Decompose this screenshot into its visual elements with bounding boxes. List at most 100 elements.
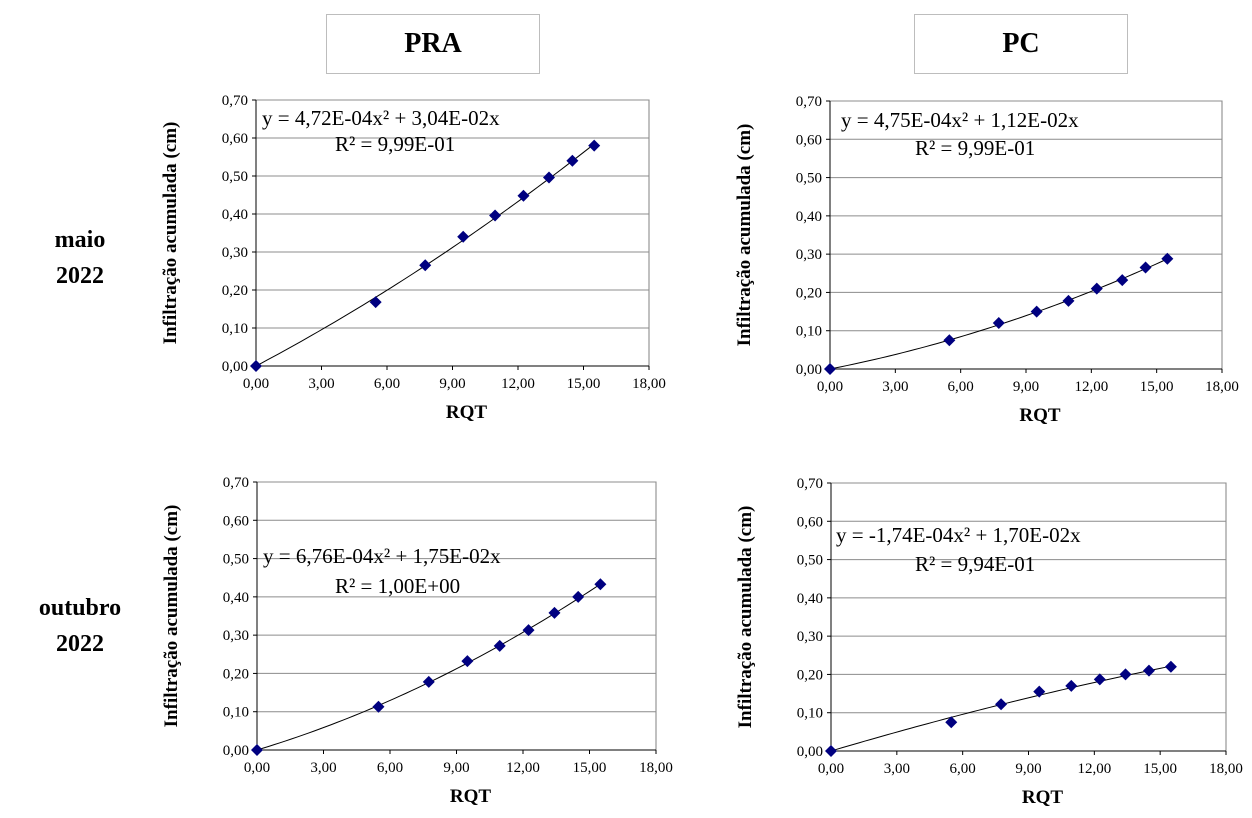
r-squared-label: R² = 9,94E-01	[915, 552, 1035, 576]
trendline-equation: y = -1,74E-04x² + 1,70E-02x	[836, 523, 1081, 547]
column-header-pra: PRA	[326, 14, 540, 74]
data-point	[572, 590, 585, 603]
y-tick-label: 0,10	[797, 706, 823, 722]
x-tick-label: 3,00	[310, 760, 336, 776]
y-tick-label: 0,10	[222, 321, 248, 337]
y-tick-label: 0,70	[222, 93, 248, 109]
r-squared-label: R² = 9,99E-01	[915, 136, 1035, 160]
data-point	[588, 139, 601, 152]
x-tick-label: 12,00	[1074, 379, 1108, 395]
y-tick-label: 0,00	[797, 744, 823, 760]
data-point	[1164, 660, 1177, 673]
y-tick-label: 0,40	[222, 207, 248, 223]
chart-pc-maio: 0,00 0,10 0,20 0,30 0,40 0,50 0,60 0,70 0,00 3,00…	[734, 94, 1239, 426]
y-tick-label: 0,20	[796, 285, 822, 301]
data-point	[1030, 305, 1043, 318]
data-point	[995, 698, 1008, 711]
data-point	[1119, 668, 1132, 681]
y-axis-title: Infiltração acumulada (cm)	[735, 506, 756, 729]
trendline-equation: y = 6,76E-04x² + 1,75E-02x	[263, 544, 501, 568]
data-point	[594, 578, 607, 591]
data-point	[548, 606, 561, 619]
x-axis-title: RQT	[1019, 405, 1061, 426]
x-tick-label: 0,00	[243, 376, 269, 392]
trendline-equation: y = 4,72E-04x² + 3,04E-02x	[262, 106, 500, 130]
y-tick-label: 0,30	[797, 629, 823, 645]
y-tick-label: 0,50	[223, 552, 249, 568]
data-point	[372, 700, 385, 713]
data-point	[1139, 261, 1152, 274]
data-point	[1116, 274, 1129, 287]
data-point	[566, 154, 579, 167]
x-axis-title: RQT	[450, 786, 492, 807]
row-label-line: 2022	[56, 631, 104, 657]
plot-area	[829, 100, 1223, 370]
x-tick-label: 12,00	[501, 376, 535, 392]
x-tick-label: 9,00	[443, 760, 469, 776]
y-tick-label: 0,70	[796, 94, 822, 110]
x-tick-label: 6,00	[948, 379, 974, 395]
y-tick-label: 0,70	[797, 476, 823, 492]
data-point	[489, 209, 502, 222]
x-tick-label: 3,00	[308, 376, 334, 392]
y-tick-label: 0,30	[796, 247, 822, 263]
y-axis-title: Infiltração acumulada (cm)	[734, 124, 755, 347]
x-tick-label: 9,00	[1015, 761, 1041, 777]
y-axis-title: Infiltração acumulada (cm)	[161, 505, 182, 728]
chart-pra-maio: 0,00 0,10 0,20 0,30 0,40 0,50 0,60 0,70 0,00 3,00…	[160, 93, 666, 423]
y-tick-label: 0,60	[223, 513, 249, 529]
row-label-maio-2022: maio 2022	[0, 222, 160, 294]
y-tick-label: 0,40	[797, 591, 823, 607]
x-tick-label: 6,00	[377, 760, 403, 776]
x-tick-label: 15,00	[567, 376, 601, 392]
y-tick-label: 0,60	[796, 132, 822, 148]
trendline-equation: y = 4,75E-04x² + 1,12E-02x	[841, 108, 1079, 132]
data-point	[517, 189, 530, 202]
y-tick-label: 0,50	[797, 553, 823, 569]
y-tick-label: 0,00	[222, 359, 248, 375]
data-point	[825, 745, 837, 757]
x-axis-title: RQT	[1022, 787, 1064, 808]
x-tick-label: 9,00	[1013, 379, 1039, 395]
x-axis-title: RQT	[446, 402, 488, 423]
data-point	[457, 230, 470, 243]
y-tick-label: 0,00	[223, 743, 249, 759]
data-point	[992, 317, 1005, 330]
x-tick-label: 12,00	[1077, 761, 1111, 777]
x-tick-label: 0,00	[818, 761, 844, 777]
plot-area	[830, 482, 1227, 752]
x-tick-label: 15,00	[1140, 379, 1174, 395]
x-tick-label: 3,00	[882, 379, 908, 395]
data-point	[1142, 664, 1155, 677]
data-point	[1065, 679, 1078, 692]
r-squared-label: R² = 9,99E-01	[335, 132, 455, 156]
y-tick-label: 0,00	[796, 362, 822, 378]
x-tick-label: 6,00	[950, 761, 976, 777]
y-tick-label: 0,30	[223, 628, 249, 644]
column-header-pc: PC	[914, 14, 1128, 74]
x-tick-label: 18,00	[639, 760, 673, 776]
y-axis-title: Infiltração acumulada (cm)	[160, 122, 181, 345]
x-tick-label: 6,00	[374, 376, 400, 392]
y-tick-label: 0,40	[796, 209, 822, 225]
y-tick-label: 0,50	[222, 169, 248, 185]
x-tick-label: 18,00	[1205, 379, 1239, 395]
data-point	[493, 639, 506, 652]
x-tick-label: 18,00	[632, 376, 666, 392]
plot-area	[255, 99, 650, 367]
row-label-line: 2022	[56, 263, 104, 289]
y-tick-label: 0,10	[796, 324, 822, 340]
data-point	[543, 171, 556, 184]
x-tick-label: 12,00	[506, 760, 540, 776]
data-point	[251, 744, 263, 756]
data-point	[522, 624, 535, 637]
data-point	[1093, 673, 1106, 686]
data-point	[422, 675, 435, 688]
x-tick-label: 9,00	[439, 376, 465, 392]
x-tick-label: 15,00	[1143, 761, 1177, 777]
data-point	[369, 296, 382, 309]
data-point	[945, 716, 958, 729]
data-point	[1090, 282, 1103, 295]
row-label-line: outubro	[38, 595, 122, 621]
x-tick-label: 0,00	[817, 379, 843, 395]
